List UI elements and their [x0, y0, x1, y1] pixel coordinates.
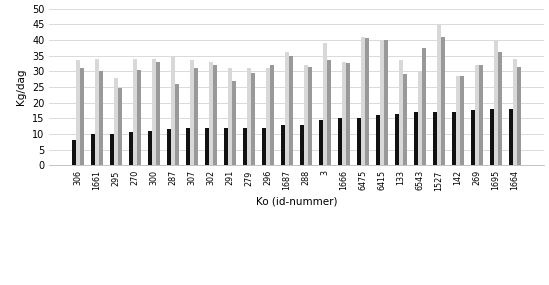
Bar	[384, 40, 388, 165]
Bar	[365, 38, 369, 165]
Bar	[403, 74, 407, 165]
Bar	[513, 59, 517, 165]
Bar	[475, 65, 479, 165]
Bar	[80, 68, 85, 165]
Bar	[338, 118, 342, 165]
Bar	[148, 131, 152, 165]
Bar	[304, 65, 308, 165]
Bar	[156, 62, 160, 165]
Bar	[285, 52, 289, 165]
Bar	[91, 134, 95, 165]
Bar	[114, 78, 118, 165]
Bar	[494, 40, 498, 165]
Bar	[118, 88, 122, 165]
Bar	[209, 62, 213, 165]
Bar	[262, 128, 266, 165]
Bar	[205, 128, 209, 165]
Bar	[418, 71, 422, 165]
Bar	[395, 114, 399, 165]
Bar	[76, 60, 80, 165]
Bar	[323, 43, 327, 165]
Bar	[470, 111, 475, 165]
Bar	[281, 125, 285, 165]
Bar	[289, 56, 293, 165]
Bar	[318, 120, 323, 165]
Bar	[266, 68, 270, 165]
Bar	[213, 65, 217, 165]
Bar	[251, 73, 255, 165]
Bar	[498, 52, 502, 165]
Bar	[232, 81, 236, 165]
Bar	[270, 65, 274, 165]
Bar	[308, 67, 312, 165]
Bar	[433, 112, 437, 165]
Bar	[228, 68, 232, 165]
Bar	[460, 76, 464, 165]
Bar	[152, 59, 156, 165]
Bar	[247, 68, 251, 165]
Bar	[342, 62, 346, 165]
Y-axis label: Kg/dag: Kg/dag	[16, 69, 26, 105]
Bar	[361, 37, 365, 165]
Bar	[95, 59, 99, 165]
Bar	[479, 65, 483, 165]
Bar	[167, 129, 171, 165]
Bar	[452, 112, 456, 165]
Bar	[186, 128, 190, 165]
Bar	[441, 37, 445, 165]
Bar	[346, 64, 350, 165]
Bar	[110, 134, 114, 165]
Bar	[380, 40, 384, 165]
Bar	[171, 56, 175, 165]
Bar	[508, 109, 513, 165]
Bar	[327, 60, 331, 165]
Bar	[175, 84, 180, 165]
Bar	[194, 68, 198, 165]
Bar	[413, 112, 418, 165]
Bar	[517, 67, 521, 165]
Bar	[300, 125, 304, 165]
Legend: Grovfoderintag (ts), ECM, Kg mjölk: Grovfoderintag (ts), ECM, Kg mjölk	[186, 283, 407, 285]
Bar	[224, 128, 228, 165]
Bar	[243, 128, 247, 165]
Bar	[357, 118, 361, 165]
Bar	[376, 115, 380, 165]
X-axis label: Ko (id-nummer): Ko (id-nummer)	[256, 196, 337, 206]
Bar	[190, 60, 194, 165]
Bar	[137, 70, 141, 165]
Bar	[422, 48, 426, 165]
Bar	[456, 76, 460, 165]
Bar	[399, 60, 403, 165]
Bar	[133, 59, 137, 165]
Bar	[99, 71, 103, 165]
Bar	[490, 109, 494, 165]
Bar	[437, 24, 441, 165]
Bar	[129, 132, 133, 165]
Bar	[72, 140, 76, 165]
